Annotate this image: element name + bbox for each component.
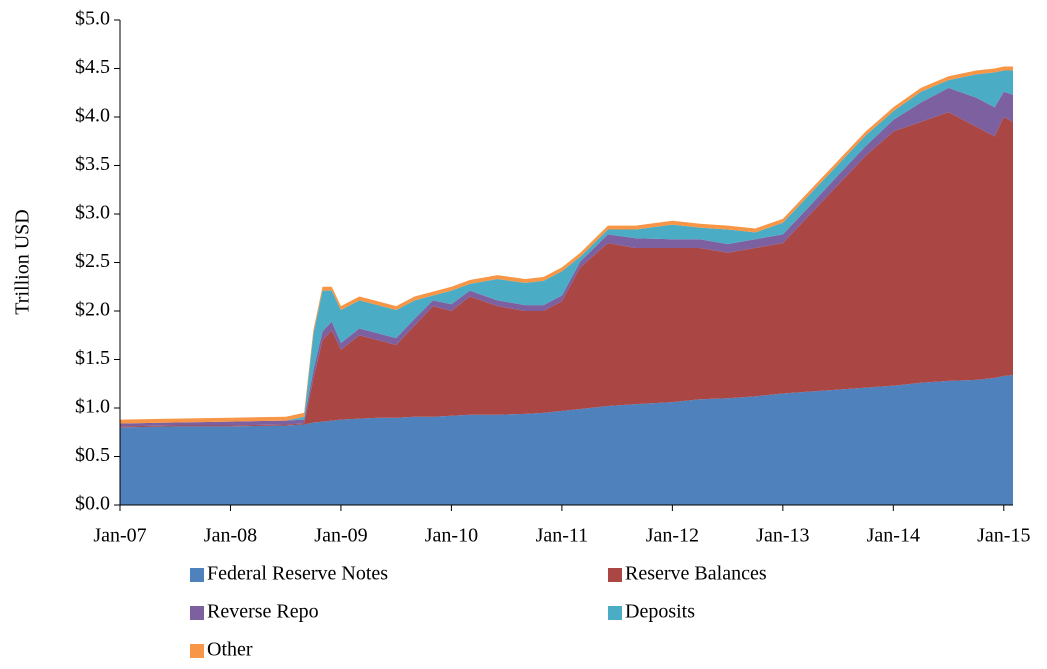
legend-label: Deposits: [625, 601, 695, 623]
legend-label: Federal Reserve Notes: [207, 563, 388, 585]
y-tick-label: $4.5: [75, 56, 110, 78]
x-tick-label: Jan-14: [867, 525, 920, 547]
legend-swatch: [190, 568, 204, 582]
area: [120, 87, 1013, 427]
y-tick-label: $2.0: [75, 299, 110, 321]
legend-swatch: [608, 606, 622, 620]
y-axis-title: Trillion USD: [12, 209, 34, 314]
area: [120, 112, 1013, 428]
y-tick-label: $0.5: [75, 444, 110, 466]
legend-swatch: [190, 644, 204, 658]
y-tick-label: $3.5: [75, 153, 110, 175]
x-tick-label: Jan-13: [756, 525, 809, 547]
x-tick-label: Jan-10: [425, 525, 478, 547]
x-tick-label: Jan-12: [646, 525, 699, 547]
legend-swatch: [608, 568, 622, 582]
legend-label: Other: [207, 639, 253, 661]
y-tick-label: $5.0: [75, 8, 110, 30]
x-tick-label: Jan-11: [536, 525, 589, 547]
y-tick-label: $3.0: [75, 202, 110, 224]
y-tick-label: $0.0: [75, 493, 110, 515]
y-tick-label: $1.5: [75, 347, 110, 369]
legend-label: Reverse Repo: [207, 601, 319, 623]
legend-label: Reserve Balances: [625, 563, 767, 585]
x-tick-label: Jan-08: [204, 525, 257, 547]
y-tick-label: $4.0: [75, 105, 110, 127]
area: [120, 375, 1013, 505]
x-tick-label: Jan-09: [314, 525, 367, 547]
x-tick-label: Jan-15: [977, 525, 1030, 547]
y-tick-label: $1.0: [75, 396, 110, 418]
y-tick-label: $2.5: [75, 250, 110, 272]
legend-swatch: [190, 606, 204, 620]
x-tick-label: Jan-07: [93, 525, 146, 547]
area: [120, 70, 1013, 424]
